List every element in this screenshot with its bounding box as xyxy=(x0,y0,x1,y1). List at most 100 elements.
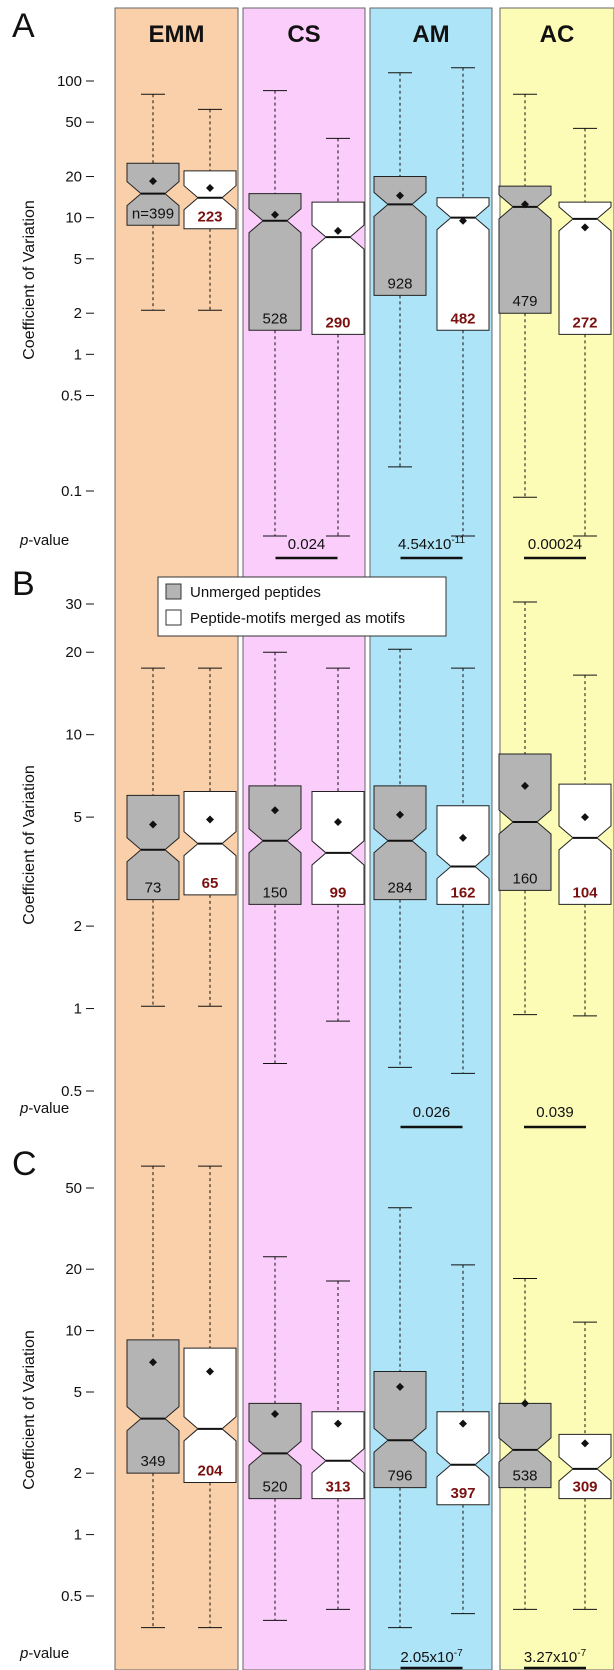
count-label: 290 xyxy=(325,314,350,331)
mean-marker xyxy=(334,1419,342,1428)
count-label: 528 xyxy=(262,310,287,327)
notched-box xyxy=(373,785,427,901)
count-label: 397 xyxy=(450,1485,475,1502)
mean-marker xyxy=(206,1367,214,1376)
y-tick-label: 50 xyxy=(65,1180,82,1197)
y-tick-label: 0.5 xyxy=(61,387,82,404)
box-ac-unmerged: 538 xyxy=(498,1278,552,1610)
mean-marker xyxy=(271,210,279,219)
notched-box xyxy=(373,176,427,296)
pvalue-am: 4.54x10-11 xyxy=(398,535,466,553)
notched-box xyxy=(183,170,237,230)
count-label: 482 xyxy=(450,310,475,327)
column-label-am: AM xyxy=(412,21,449,48)
panel-A: A Coefficient of Variation 0.1 0.5 1 2 5 10 20 50… xyxy=(12,7,612,560)
notched-box xyxy=(373,1371,427,1489)
mean-marker xyxy=(271,1410,279,1419)
legend: Unmerged peptides Peptide-motifs merged … xyxy=(157,576,447,637)
y-tick-label: 1 xyxy=(74,1527,82,1544)
count-label: 104 xyxy=(572,884,598,901)
notched-box xyxy=(311,201,365,335)
mean-marker xyxy=(206,183,214,192)
mean-marker xyxy=(459,1419,467,1428)
y-tick-label: 30 xyxy=(65,596,82,613)
y-tick-label: 5 xyxy=(74,251,82,268)
count-label: 99 xyxy=(330,884,347,901)
legend-label-unmerged: Unmerged peptides xyxy=(190,584,321,601)
notched-box xyxy=(126,794,180,901)
panel-label: A xyxy=(12,7,35,45)
box-ac-merged: 309 xyxy=(558,1321,612,1610)
mean-marker xyxy=(149,177,157,186)
mean-marker xyxy=(149,820,157,829)
mean-marker xyxy=(459,833,467,842)
count-label: 272 xyxy=(572,314,597,331)
notched-box xyxy=(248,785,302,905)
count-label: 73 xyxy=(145,880,162,897)
pvalue-ac: 0.039 xyxy=(536,1104,574,1121)
box-cs-unmerged: 520 xyxy=(248,1256,302,1621)
box-am-merged: 482 xyxy=(436,67,490,537)
box-am-merged: 397 xyxy=(436,1264,490,1615)
notched-box xyxy=(558,1433,612,1500)
pvalue-am: 0.026 xyxy=(413,1104,451,1121)
pvalue-row-label: p-value xyxy=(19,1645,69,1662)
mean-marker xyxy=(521,200,529,209)
panel-label: B xyxy=(12,565,35,603)
box-cs-merged: 313 xyxy=(311,1280,365,1610)
y-tick-label: 0.1 xyxy=(61,483,82,500)
y-tick-label: 20 xyxy=(65,169,82,186)
panel-C: C Coefficient of Variation 0.5 1 2 5 10 20 50 349… xyxy=(12,1145,612,1670)
mean-marker xyxy=(521,781,529,790)
mean-marker xyxy=(271,806,279,815)
y-tick-label: 100 xyxy=(57,73,82,90)
box-am-unmerged: 928 xyxy=(373,72,427,468)
box-am-merged: 162 xyxy=(436,667,490,1074)
box-am-unmerged: 796 xyxy=(373,1207,427,1629)
mean-marker xyxy=(149,1358,157,1367)
mean-marker xyxy=(581,1439,589,1448)
pvalue-row-label: p-value xyxy=(19,1100,69,1117)
count-label: 928 xyxy=(387,275,412,292)
notched-box xyxy=(436,805,490,905)
count-label: 349 xyxy=(140,1453,165,1470)
notched-box xyxy=(248,1402,302,1500)
column-label-emm: EMM xyxy=(149,21,205,48)
y-tick-label: 50 xyxy=(65,114,82,131)
y-axis-label: Coefficient of Variation xyxy=(21,1330,38,1490)
column-label-ac: AC xyxy=(540,21,575,48)
box-emm-merged: 204 xyxy=(183,1165,237,1629)
box-emm-unmerged: 73 xyxy=(126,667,180,1007)
mean-marker xyxy=(396,810,404,819)
count-label: 520 xyxy=(262,1479,287,1496)
panel-B: B Coefficient of Variation 0.5 1 2 5 10 20 30 73 6… xyxy=(12,565,612,1129)
box-ac-merged: 104 xyxy=(558,674,612,1017)
pvalue-am: 2.05x10-7 xyxy=(400,1648,463,1666)
y-tick-label: 10 xyxy=(65,1323,82,1340)
notched-box xyxy=(183,1347,237,1484)
column-label-cs: CS xyxy=(287,21,320,48)
notched-box xyxy=(248,193,302,331)
notched-box xyxy=(558,201,612,335)
box-ac-unmerged: 479 xyxy=(498,93,552,498)
box-am-unmerged: 284 xyxy=(373,648,427,1068)
y-tick-label: 0.5 xyxy=(61,1083,82,1100)
pvalue-row-label: p-value xyxy=(19,532,69,549)
y-axis-label: Coefficient of Variation xyxy=(21,200,38,360)
legend-label-merged: Peptide-motifs merged as motifs xyxy=(190,610,405,627)
count-label: 284 xyxy=(387,880,412,897)
notched-box xyxy=(498,185,552,314)
mean-marker xyxy=(581,223,589,232)
count-label: 162 xyxy=(450,884,475,901)
box-cs-unmerged: 150 xyxy=(248,651,302,1065)
count-label: n=399 xyxy=(132,205,174,222)
y-tick-label: 5 xyxy=(74,1384,82,1401)
box-cs-unmerged: 528 xyxy=(248,90,302,537)
mean-marker xyxy=(334,817,342,826)
box-cs-merged: 99 xyxy=(311,667,365,1022)
notched-box xyxy=(311,1411,365,1500)
box-emm-unmerged: 349 xyxy=(126,1165,180,1629)
pvalue-cs: 0.024 xyxy=(288,536,326,553)
notched-box xyxy=(498,1402,552,1489)
